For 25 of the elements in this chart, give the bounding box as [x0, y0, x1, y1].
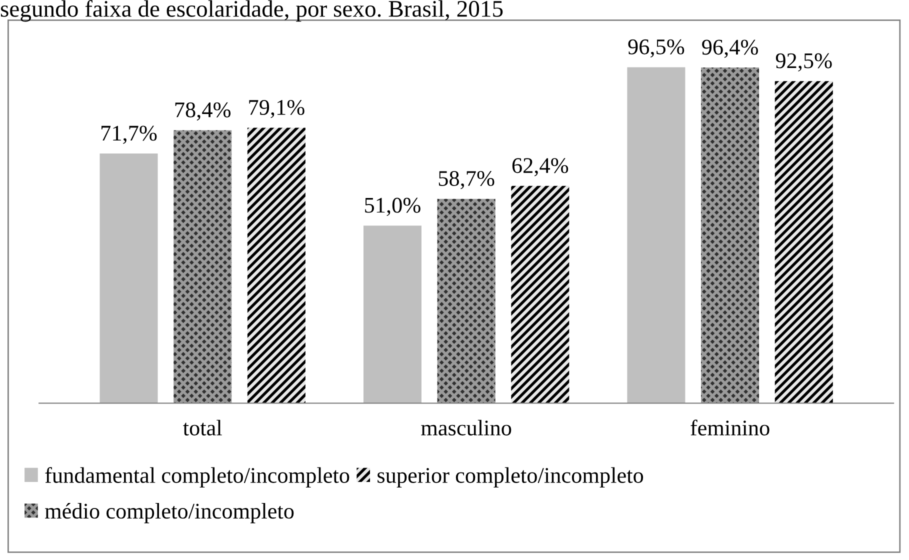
legend-label: superior completo/incompleto	[378, 467, 644, 488]
x-tick-label: total	[183, 420, 222, 436]
x-tick-label: feminino	[690, 420, 770, 436]
bar	[701, 68, 760, 404]
data-label: 96,5%	[628, 39, 684, 58]
data-label: 62,4%	[512, 158, 568, 176]
bar	[437, 198, 496, 404]
x-tick-label: masculino	[421, 420, 512, 436]
bar	[100, 154, 158, 404]
chart-title: segundo faixa de escolaridade, por sexo. Brasil, 2015	[0, 0, 503, 22]
data-label: 51,0%	[365, 198, 420, 216]
data-label: 71,7%	[102, 126, 157, 144]
data-label: 92,5%	[776, 53, 832, 72]
bar	[363, 226, 422, 404]
data-label: 96,4%	[702, 40, 758, 58]
legend-label: fundamental completo/incompleto	[45, 467, 350, 488]
bar	[774, 81, 833, 404]
bar	[247, 128, 306, 404]
data-label: 79,1%	[249, 100, 304, 118]
bar	[174, 130, 232, 404]
bar	[511, 186, 570, 404]
data-label: 78,4%	[175, 102, 231, 121]
bar	[627, 67, 686, 404]
legend-label: médio completo/incompleto	[45, 503, 294, 524]
data-label: 58,7%	[438, 170, 494, 190]
